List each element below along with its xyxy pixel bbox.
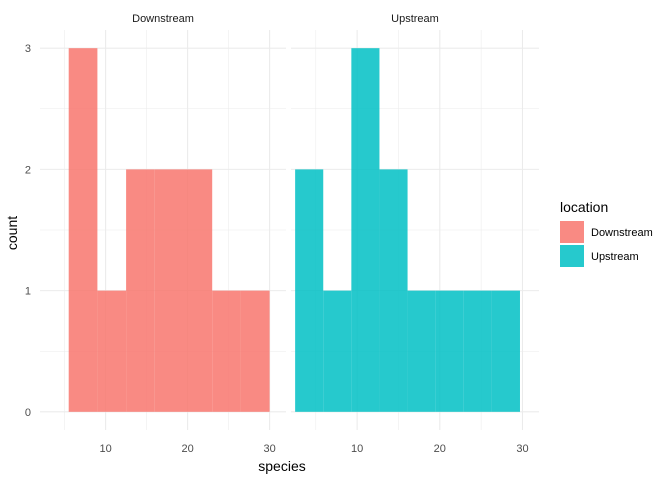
y-tick-label: 2 [25,164,31,176]
histogram-bar [240,290,270,412]
facet-strip-label: Upstream [391,13,439,25]
legend-key-downstream [560,221,584,243]
legend-label-upstream: Upstream [591,251,639,263]
histogram-bar [295,169,324,412]
histogram-bar [68,48,98,412]
histogram-bar [126,169,155,412]
x-tick-label: 30 [263,443,275,455]
x-axes: 10 20 30 10 20 30 [99,443,528,455]
histogram-bar [154,169,184,412]
histogram-bar [97,290,127,412]
histogram-bar [183,169,213,412]
x-axis-title: species [258,458,305,474]
histogram-bar [351,48,380,412]
y-axis-title: count [4,216,20,250]
x-tick-label: 10 [99,443,111,455]
y-tick-label: 1 [25,286,31,298]
histogram-bar [379,169,408,412]
facet-strip-label: Downstream [132,13,194,25]
facet-panels: Downstream Upstream [40,13,539,430]
x-tick-label: 10 [351,443,363,455]
y-tick-label: 3 [25,43,31,55]
histogram-bar [463,290,492,412]
facet-panel-downstream: Downstream [40,13,286,430]
facet-panel-upstream: Upstream [291,13,539,430]
y-axis: 0 1 2 3 [25,43,31,419]
x-tick-label: 20 [434,443,446,455]
legend-label-downstream: Downstream [591,227,653,239]
x-tick-label: 30 [516,443,528,455]
histogram-bar [323,290,352,412]
legend: location Downstream Upstream [560,199,653,267]
y-tick-label: 0 [25,407,31,419]
histogram-bar [407,290,436,412]
histogram-bar [212,290,241,412]
histogram-bar [435,290,464,412]
x-tick-label: 20 [181,443,193,455]
histogram-bar [491,290,520,412]
legend-key-upstream [560,245,584,267]
legend-title: location [560,199,608,215]
